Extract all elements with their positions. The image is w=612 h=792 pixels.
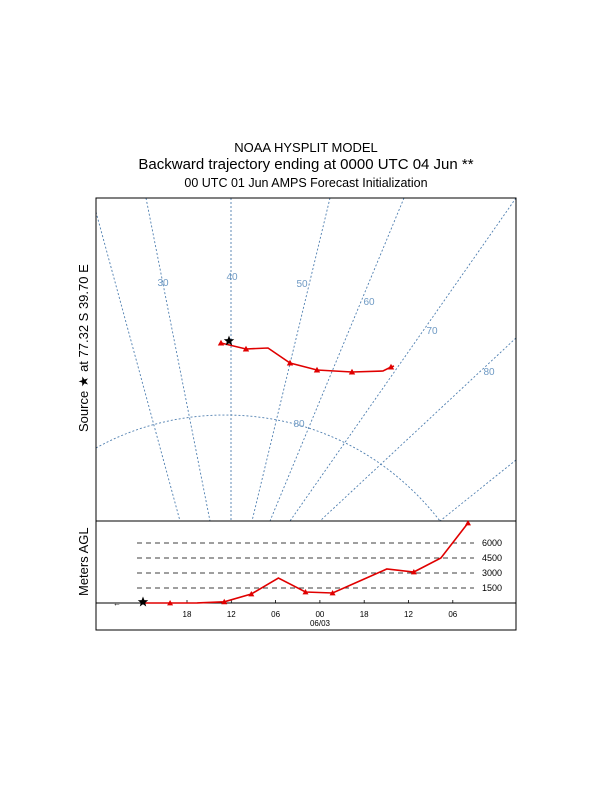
height-marker: [329, 590, 336, 596]
height-panel-frame: [95, 520, 517, 631]
map-grid: [96, 198, 516, 521]
source-star-icon: [223, 335, 235, 346]
grid-label: 60: [363, 297, 375, 308]
meridian-line: [96, 211, 181, 521]
trajectory-marker: [313, 366, 321, 373]
x-tick-label: 06: [448, 610, 457, 619]
x-tick-label: 12: [404, 610, 413, 619]
height-level-label: 3000: [482, 568, 502, 578]
x-tick-label: 18: [183, 610, 192, 619]
height-marker: [248, 591, 255, 597]
left-arrow-icon: ←: [113, 599, 121, 608]
trajectory-marker: [348, 368, 356, 375]
grid-label: 40: [226, 272, 238, 283]
map-frame: [95, 197, 517, 522]
meridian-line: [439, 459, 516, 521]
height-marker: [167, 600, 174, 606]
source-star-icon: ←: [113, 596, 149, 608]
grid-label: 80: [483, 367, 495, 378]
star-shape: [223, 335, 235, 346]
x-tick-label: 06: [271, 610, 280, 619]
height-level-label: 6000: [482, 538, 502, 548]
chart-subtitle: Backward trajectory ending at 0000 UTC 0…: [138, 156, 474, 173]
meridian-line: [145, 198, 211, 521]
meridian-line: [289, 198, 516, 521]
trajectory-marker: [387, 363, 395, 370]
date-label: 06/03: [310, 619, 331, 628]
grid-label: 70: [426, 326, 438, 337]
meridian-line: [251, 198, 331, 521]
x-tick-label: 12: [227, 610, 236, 619]
x-tick-label: 00: [315, 610, 324, 619]
trajectory-marker: [286, 359, 294, 366]
x-tick-label: 18: [360, 610, 369, 619]
grid-label: 80: [293, 419, 305, 430]
trajectory-line: [220, 342, 395, 373]
height-level-label: 1500: [482, 583, 502, 593]
grid-label: 30: [157, 278, 169, 289]
grid-label: 50: [296, 279, 308, 290]
height-level-label: 4500: [482, 553, 502, 563]
star-shape: [137, 596, 149, 607]
trajectory-marker: [217, 339, 225, 346]
height-marker: [410, 569, 417, 575]
height-marker: [221, 598, 228, 605]
meridian-line: [319, 337, 516, 521]
height-axis-label: Meters AGL: [76, 527, 91, 596]
height-marker: [465, 520, 471, 526]
chart-run-info: 00 UTC 01 Jun AMPS Forecast Initializati…: [184, 176, 428, 190]
latitude-circle: [96, 414, 441, 521]
meridian-line: [269, 198, 405, 521]
trajectory-marker: [242, 345, 250, 352]
source-location-label: Source ★ at 77.32 S 39.70 E: [76, 264, 91, 432]
chart-title: NOAA HYSPLIT MODEL: [234, 140, 378, 155]
height-marker: [302, 589, 309, 595]
